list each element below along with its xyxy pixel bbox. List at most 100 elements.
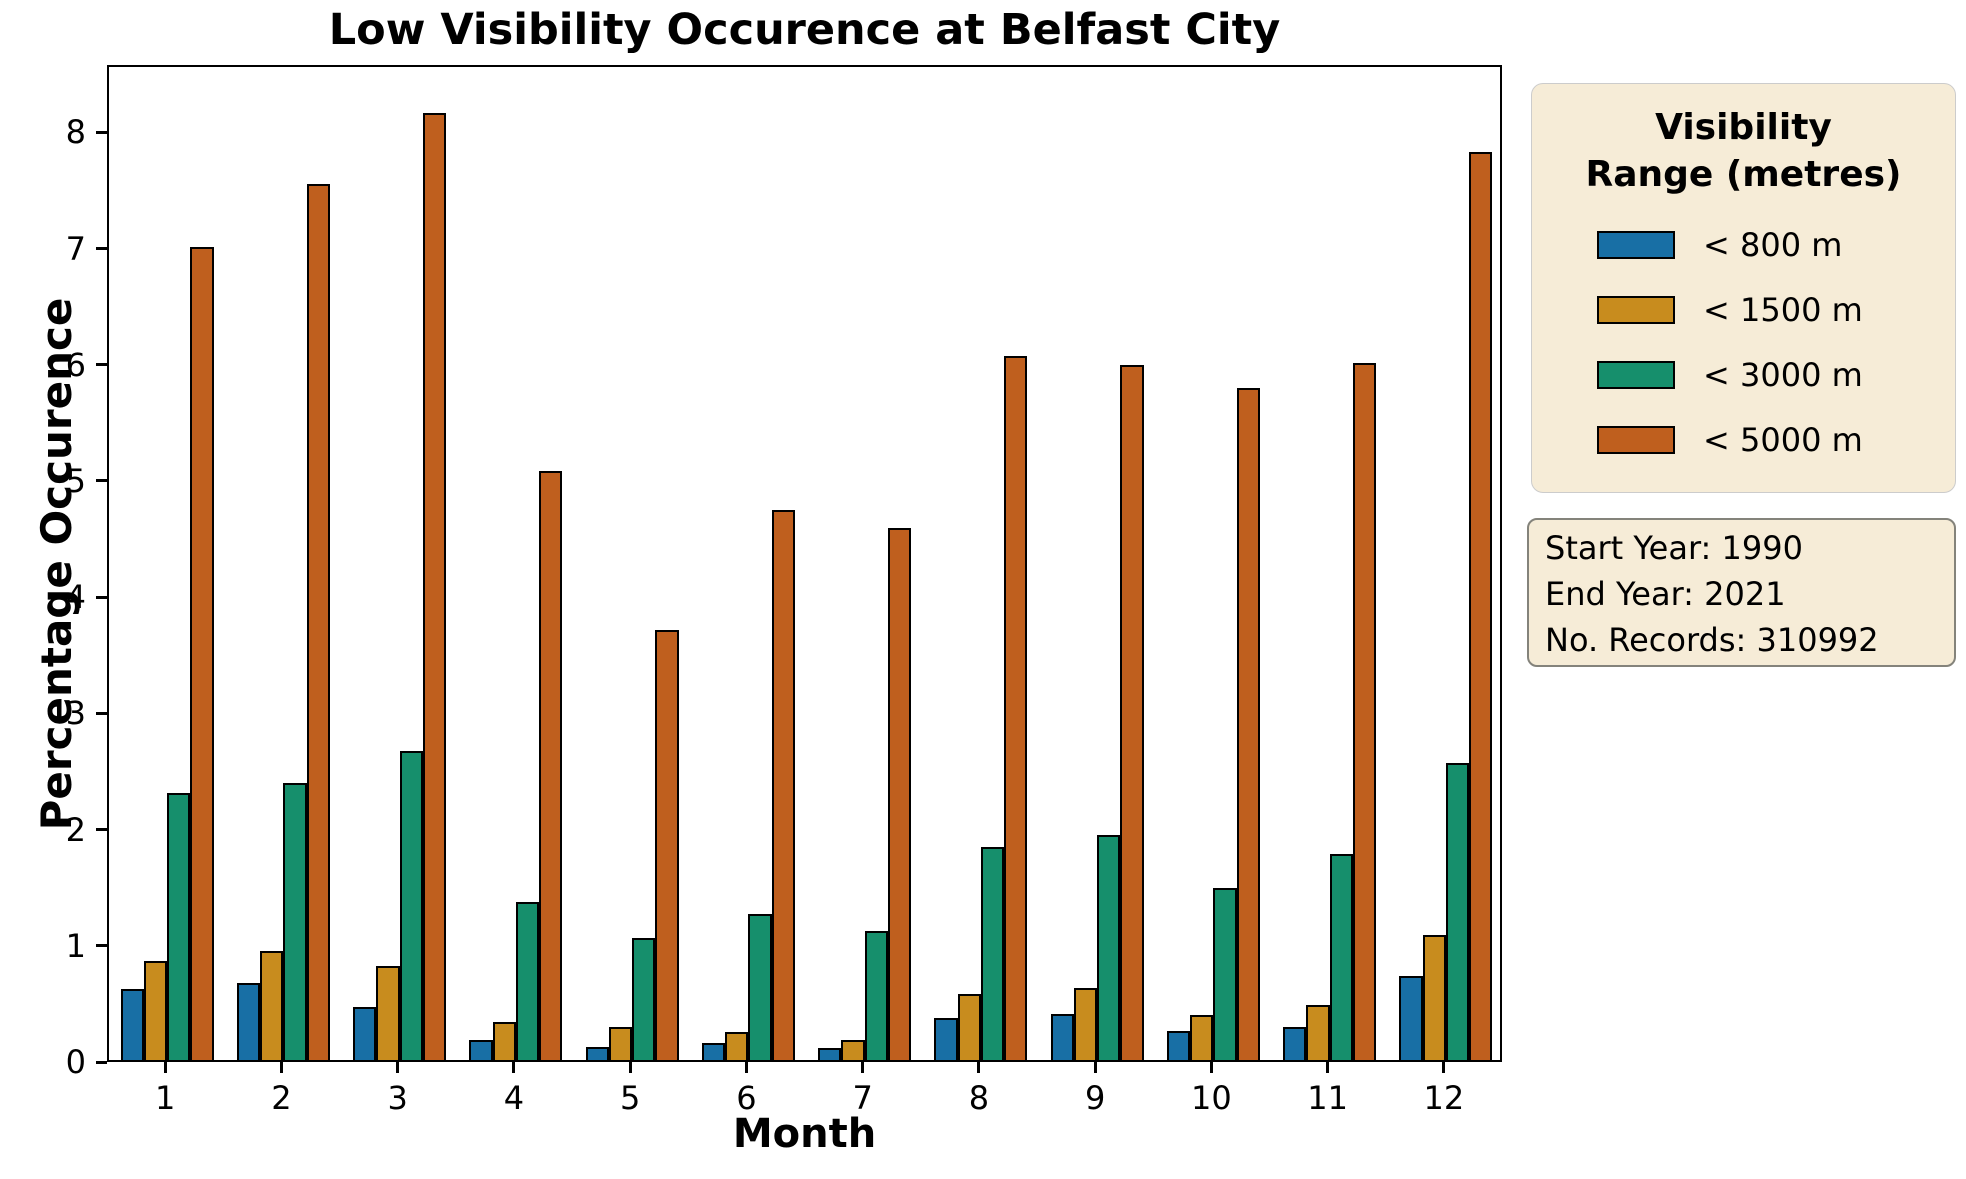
- bar-lt-3000m-month-11: [1329, 854, 1353, 1060]
- y-axis-label: Percentage Occurence: [32, 297, 81, 831]
- x-tick-12: [1442, 1062, 1446, 1073]
- legend-label-lt-3000m: < 3000 m: [1703, 355, 1863, 394]
- bar-lt-5000m-month-2: [306, 183, 330, 1060]
- info-box: Start Year: 1990 End Year: 2021 No. Reco…: [1527, 518, 1956, 667]
- info-start-year: Start Year: 1990: [1545, 529, 1803, 567]
- y-tick-label-3: 3: [65, 694, 86, 733]
- y-tick-label-4: 4: [65, 578, 86, 617]
- y-tick-label-2: 2: [65, 810, 86, 849]
- bar-lt-1500m-month-5: [608, 1027, 633, 1060]
- bar-lt-1500m-month-1: [143, 961, 168, 1060]
- bar-lt-3000m-month-4: [515, 901, 540, 1060]
- bar-lt-1500m-month-8: [957, 993, 981, 1060]
- legend-title-line2: Range (metres): [1585, 154, 1902, 195]
- legend-patch-lt-1500m-icon: [1597, 295, 1675, 324]
- bar-lt-5000m-month-5: [655, 630, 679, 1060]
- x-tick-label-5: 5: [619, 1079, 641, 1117]
- bar-lt-5000m-month-6: [771, 510, 795, 1060]
- y-tick-label-0: 0: [65, 1043, 86, 1081]
- x-tick-label-9: 9: [1084, 1079, 1106, 1117]
- bar-lt-3000m-month-3: [399, 750, 423, 1060]
- bar-lt-5000m-month-1: [190, 246, 214, 1060]
- legend-title-line1: Visibility: [1655, 107, 1832, 148]
- x-tick-6: [744, 1062, 748, 1073]
- bar-lt-1500m-month-6: [725, 1032, 749, 1060]
- bar-lt-5000m-month-10: [1236, 388, 1260, 1060]
- x-tick-label-2: 2: [271, 1079, 292, 1117]
- y-tick-label-1: 1: [65, 926, 86, 965]
- x-tick-7: [861, 1062, 865, 1073]
- x-tick-11: [1326, 1062, 1330, 1073]
- legend-patch-lt-3000m-icon: [1597, 360, 1675, 389]
- bar-lt-800m-month-8: [934, 1018, 958, 1060]
- bar-lt-3000m-month-7: [864, 931, 888, 1060]
- info-records: No. Records: 310992: [1545, 621, 1879, 659]
- legend-label-lt-5000m: < 5000 m: [1703, 420, 1863, 459]
- legend-label-lt-800m: < 800 m: [1703, 225, 1843, 264]
- x-tick-label-7: 7: [852, 1079, 873, 1117]
- x-tick-label-8: 8: [968, 1079, 990, 1117]
- legend-patch-lt-5000m-icon: [1597, 425, 1675, 454]
- y-tick-5: [96, 479, 107, 483]
- bar-lt-3000m-month-5: [632, 938, 656, 1060]
- bar-lt-3000m-month-2: [283, 783, 307, 1060]
- y-tick-1: [96, 944, 107, 948]
- bar-lt-800m-month-10: [1166, 1030, 1191, 1060]
- y-tick-label-6: 6: [65, 345, 86, 384]
- bar-lt-1500m-month-11: [1306, 1005, 1330, 1060]
- bar-lt-800m-month-6: [701, 1042, 726, 1060]
- x-tick-label-12: 12: [1423, 1079, 1465, 1117]
- chart-title: Low Visibility Occurence at Belfast City: [328, 5, 1281, 55]
- bar-lt-1500m-month-10: [1190, 1014, 1214, 1060]
- bar-lt-5000m-month-3: [422, 112, 447, 1060]
- legend-entry-lt-5000m: < 5000 m: [1532, 407, 1955, 472]
- bar-lt-5000m-month-12: [1469, 152, 1493, 1060]
- x-tick-label-11: 11: [1307, 1079, 1348, 1117]
- bar-lt-1500m-month-3: [376, 965, 400, 1060]
- bar-lt-800m-month-5: [585, 1047, 609, 1060]
- y-tick-6: [96, 363, 107, 367]
- bar-lt-800m-month-9: [1050, 1013, 1074, 1060]
- legend-entries: < 800 m < 1500 m < 3000 m < 5000 m: [1532, 212, 1955, 472]
- y-tick-label-7: 7: [65, 229, 86, 268]
- bar-lt-1500m-month-4: [492, 1021, 516, 1060]
- y-tick-label-8: 8: [65, 113, 86, 152]
- y-tick-4: [96, 595, 107, 599]
- y-tick-3: [96, 711, 107, 715]
- bar-lt-5000m-month-4: [539, 470, 563, 1060]
- bar-lt-3000m-month-9: [1097, 834, 1121, 1060]
- y-tick-8: [96, 130, 107, 134]
- legend-label-lt-1500m: < 1500 m: [1703, 290, 1863, 329]
- bar-lt-5000m-month-7: [887, 527, 912, 1060]
- x-tick-label-1: 1: [154, 1079, 176, 1117]
- bar-lt-5000m-month-8: [1004, 355, 1028, 1060]
- x-axis-label: Month: [732, 1111, 877, 1157]
- bar-lt-3000m-month-1: [167, 792, 191, 1060]
- x-tick-10: [1209, 1062, 1213, 1073]
- x-tick-2: [279, 1062, 283, 1073]
- bar-lt-800m-month-11: [1283, 1027, 1307, 1060]
- bar-lt-3000m-month-12: [1445, 762, 1470, 1060]
- bar-lt-800m-month-1: [120, 989, 144, 1060]
- y-tick-0: [96, 1060, 107, 1064]
- x-tick-label-4: 4: [503, 1079, 525, 1117]
- bar-lt-3000m-month-6: [748, 913, 772, 1060]
- bar-lt-5000m-month-11: [1352, 362, 1377, 1060]
- x-tick-label-3: 3: [387, 1079, 408, 1117]
- bar-lt-5000m-month-9: [1120, 365, 1144, 1060]
- legend-entry-lt-1500m: < 1500 m: [1532, 277, 1955, 342]
- x-tick-8: [977, 1062, 981, 1073]
- bar-lt-1500m-month-12: [1422, 934, 1446, 1060]
- legend: Visibility Range (metres) < 800 m < 1500…: [1531, 83, 1956, 493]
- x-tick-4: [512, 1062, 516, 1073]
- legend-patch-lt-800m-icon: [1597, 230, 1675, 259]
- bar-lt-800m-month-3: [353, 1006, 377, 1060]
- x-tick-9: [1093, 1062, 1097, 1073]
- bar-lt-800m-month-12: [1399, 976, 1423, 1060]
- legend-title: Visibility Range (metres): [1532, 104, 1955, 198]
- x-tick-1: [163, 1062, 167, 1073]
- bar-lt-3000m-month-10: [1213, 888, 1237, 1060]
- x-tick-label-10: 10: [1191, 1079, 1232, 1117]
- bar-lt-800m-month-2: [236, 983, 261, 1060]
- legend-entry-lt-3000m: < 3000 m: [1532, 342, 1955, 407]
